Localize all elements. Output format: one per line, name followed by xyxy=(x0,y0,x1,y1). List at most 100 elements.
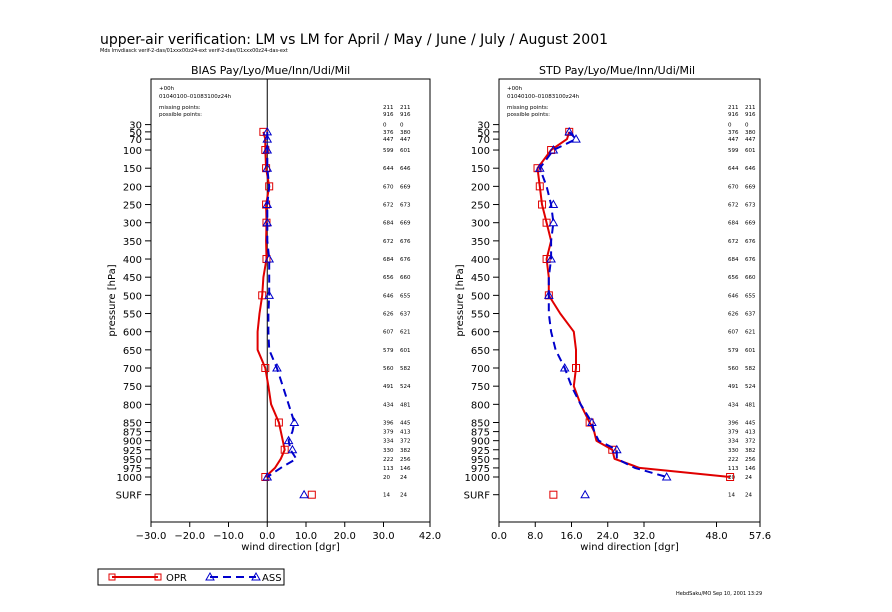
count-b: 601 xyxy=(400,348,411,354)
count-a: 599 xyxy=(383,148,394,154)
x-tick-label: 48.0 xyxy=(705,531,727,542)
y-tick-label: 950 xyxy=(123,455,142,466)
count-a: 656 xyxy=(728,275,739,281)
count-a: 0 xyxy=(383,123,387,129)
ass-marker xyxy=(262,163,273,172)
count-a: 434 xyxy=(383,402,394,408)
count-a: 222 xyxy=(728,457,739,463)
count-a: 607 xyxy=(728,330,739,336)
y-tick-label: 200 xyxy=(123,182,142,193)
count-a: 14 xyxy=(383,493,390,499)
opr-marker xyxy=(572,364,581,373)
y-tick-label: 875 xyxy=(123,428,142,439)
count-b: 146 xyxy=(745,466,756,472)
y-tick-label: 900 xyxy=(123,437,142,448)
legend-ass-marker-right xyxy=(251,571,261,581)
ass-marker xyxy=(262,145,273,154)
ass-marker xyxy=(580,489,590,499)
ass-marker xyxy=(262,217,273,227)
count-a: 334 xyxy=(728,439,739,445)
count-b: 372 xyxy=(745,439,756,445)
opr-marker xyxy=(542,218,551,227)
count-b: 0 xyxy=(400,123,404,129)
count-a: 396 xyxy=(383,421,394,427)
y-tick-label: 1000 xyxy=(117,473,142,484)
count-b: 24 xyxy=(745,475,752,481)
y-tick-label: 350 xyxy=(471,237,490,248)
count-a: 684 xyxy=(383,221,394,227)
count-a: 646 xyxy=(728,293,739,299)
count-a: 607 xyxy=(383,330,394,336)
x-tick-label: 10.0 xyxy=(295,531,317,542)
y-tick-label-surf: SURF xyxy=(116,491,143,502)
x-tick-label: −20.0 xyxy=(174,531,205,542)
ass-marker xyxy=(548,217,559,227)
count-a: 656 xyxy=(383,275,394,281)
y-tick-label: 100 xyxy=(123,146,142,157)
count-b: 601 xyxy=(400,148,411,154)
count-a: 447 xyxy=(383,137,394,143)
ass-marker xyxy=(564,126,575,136)
x-tick-label: 8.0 xyxy=(527,531,543,542)
y-tick-label: 250 xyxy=(123,201,142,212)
count-a: 379 xyxy=(383,430,394,436)
panel-title: BIAS Pay/Lyo/Mue/Inn/Udi/Mil xyxy=(191,64,350,77)
y-tick-label: 300 xyxy=(123,219,142,230)
ass-marker xyxy=(546,254,556,263)
x-tick-label: −30.0 xyxy=(136,531,167,542)
count-b: 582 xyxy=(400,366,411,372)
count-b: 372 xyxy=(400,439,411,445)
count-b: 673 xyxy=(400,203,411,209)
count-b: 445 xyxy=(745,421,756,427)
count-a: 626 xyxy=(383,312,394,318)
info-possible-label: possible points: xyxy=(507,112,550,118)
x-axis-label: wind direction [dgr] xyxy=(241,542,340,553)
y-tick-label: 600 xyxy=(471,328,490,339)
count-a: 579 xyxy=(728,348,739,354)
y-tick-label: 975 xyxy=(123,464,142,475)
y-tick-label: 150 xyxy=(123,164,142,175)
ass-marker xyxy=(571,134,581,143)
count-a: 330 xyxy=(383,448,394,454)
count-a: 684 xyxy=(383,257,394,263)
info-period: 01040100–01083100z24h xyxy=(159,94,232,100)
count-b: 380 xyxy=(745,130,756,136)
y-tick-label: 975 xyxy=(471,464,490,475)
y-tick-label: 50 xyxy=(129,128,142,139)
ass-marker xyxy=(264,254,275,263)
count-a: 684 xyxy=(728,221,739,227)
y-tick-label: 950 xyxy=(471,455,490,466)
y-tick-label: 30 xyxy=(477,121,490,132)
legend: OPR ASS xyxy=(97,568,285,586)
count-b: 676 xyxy=(400,239,411,245)
count-b: 646 xyxy=(745,166,756,172)
count-a: 434 xyxy=(728,402,739,408)
count-b: 524 xyxy=(745,384,756,390)
count-b: 669 xyxy=(745,184,756,190)
count-a: 644 xyxy=(383,166,394,172)
count-b: 445 xyxy=(400,421,411,427)
info-lead: +00h xyxy=(159,86,175,92)
count-b: 660 xyxy=(400,275,411,281)
count-b: 447 xyxy=(400,137,411,143)
footer-stamp: HebdSaku/MO Sep 10, 2001 13:29 xyxy=(676,591,762,597)
series-line-ass xyxy=(266,131,298,478)
ass-marker xyxy=(559,363,570,372)
y-tick-label: 650 xyxy=(471,346,490,357)
y-tick-label: 400 xyxy=(123,255,142,266)
y-tick-label: 1000 xyxy=(465,473,490,484)
count-a: 684 xyxy=(728,257,739,263)
count-a: 626 xyxy=(728,312,739,318)
legend-ass-label: ASS xyxy=(262,573,282,584)
y-tick-label: 850 xyxy=(123,419,142,430)
count-b: 676 xyxy=(400,257,411,263)
opr-marker xyxy=(726,473,735,482)
std-panel: STD Pay/Lyo/Mue/Inn/Udi/Mil +00h 01040100–… xyxy=(455,64,771,553)
legend-ass-marker-left xyxy=(205,571,215,581)
ass-marker xyxy=(548,145,559,154)
y-tick-label: 500 xyxy=(471,291,490,302)
count-a: 376 xyxy=(383,130,394,136)
y-tick-label: 450 xyxy=(123,273,142,284)
y-tick-label: 70 xyxy=(477,135,490,146)
